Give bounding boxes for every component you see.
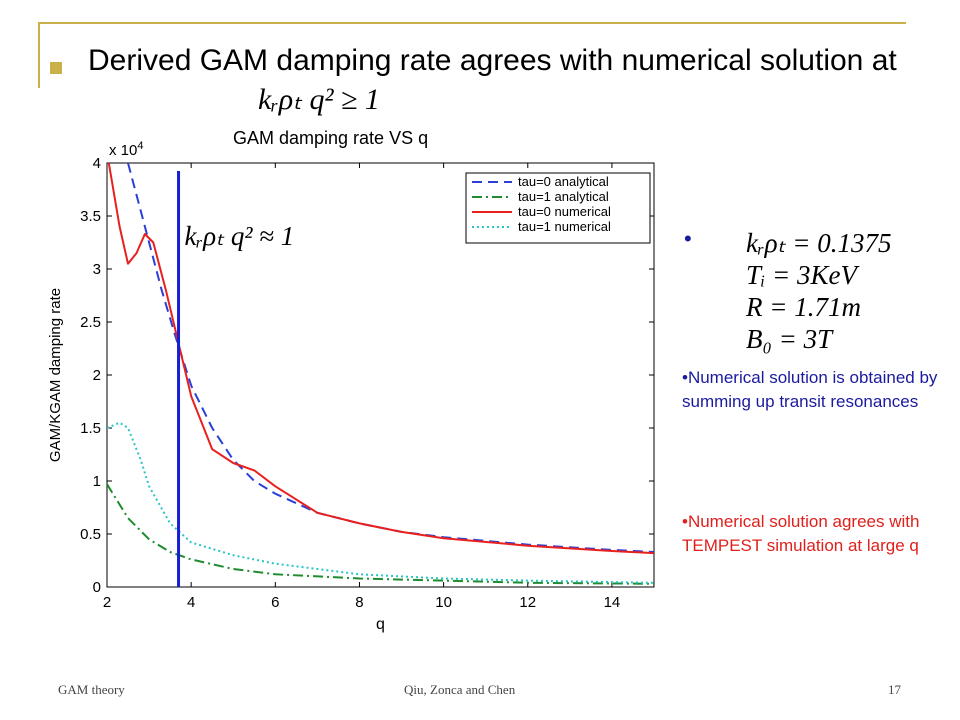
title-formula: kᵣρₜ q² ≥ 1 (258, 83, 380, 116)
y-tick-label: 2 (93, 367, 101, 384)
param-b0: B₀ = 3T (746, 324, 833, 354)
threshold-annotation: kᵣρₜ q² ≈ 1 (185, 221, 295, 251)
slide-frame-top (38, 22, 906, 24)
y-multiplier: x 104 (109, 140, 143, 159)
x-tick-label: 6 (271, 594, 279, 611)
parameter-bullet: • (684, 226, 692, 251)
y-axis-label: GAM/KGAM damping rate (47, 288, 64, 462)
y-tick-label: 1.5 (80, 420, 101, 437)
param-k-rho: kᵣρₜ = 0.1375 (746, 228, 892, 258)
x-tick-label: 14 (604, 594, 621, 611)
footer-center: Qiu, Zonca and Chen (404, 682, 516, 697)
title-bullet (50, 62, 62, 74)
y-tick-label: 0 (93, 579, 101, 596)
x-tick-label: 2 (103, 594, 111, 611)
footer-left: GAM theory (58, 682, 125, 697)
y-tick-label: 0.5 (80, 526, 101, 543)
param-r: R = 1.71m (746, 292, 861, 322)
legend-box (465, 172, 651, 244)
series-line-2 (107, 163, 654, 555)
slide-frame-left (38, 22, 40, 88)
series-line-3 (107, 421, 654, 584)
y-tick-label: 1 (93, 473, 101, 490)
footer-page-number: 17 (888, 682, 901, 697)
x-tick-label: 4 (187, 594, 195, 611)
legend-label: tau=0 numerical (518, 204, 611, 219)
y-tick-label: 2.5 (80, 314, 101, 331)
y-tick-label: 3.5 (80, 208, 101, 225)
chart-title: GAM damping rate VS q (233, 128, 429, 148)
note-tempest-agreement: •Numerical solution agrees with TEMPEST … (682, 512, 920, 555)
x-tick-label: 12 (519, 594, 536, 611)
damping-rate-chart: 2 4 6 8 10 12 14 0 0.5 1 1.5 2 2.5 3 3.5 4 x 104 q GAM/KGA… (47, 140, 655, 633)
x-tick-label: 10 (435, 594, 452, 611)
y-tick-label: 3 (93, 261, 101, 278)
note-transit-resonances: •Numerical solution is obtained by summi… (682, 368, 938, 411)
series-line-0 (127, 163, 654, 553)
x-axis-label: q (376, 616, 385, 633)
x-tick-label: 8 (355, 594, 363, 611)
y-tick-label: 4 (93, 155, 101, 172)
legend-label: tau=0 analytical (518, 174, 609, 189)
param-ti: Tᵢ = 3KeV (746, 260, 857, 290)
slide-title: Derived GAM damping rate agrees with num… (88, 44, 897, 77)
legend-label: tau=1 analytical (518, 189, 609, 204)
legend-label: tau=1 numerical (518, 219, 611, 234)
